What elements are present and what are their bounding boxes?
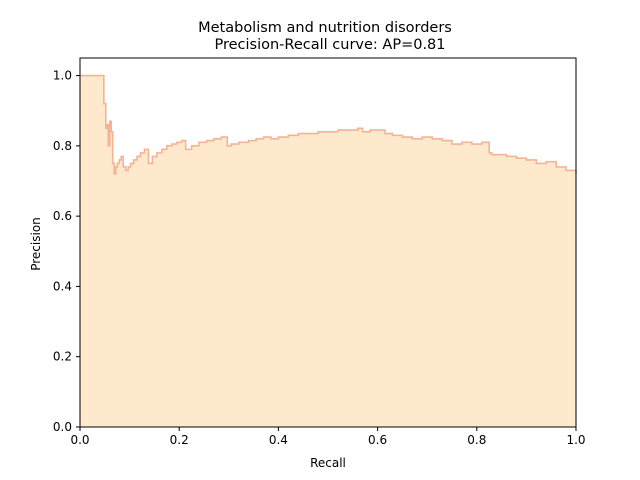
x-tick-label: 0.4 (269, 433, 288, 447)
chart-title-line-1: Metabolism and nutrition disorders (198, 20, 452, 36)
x-axis-label: Recall (310, 456, 346, 470)
y-tick-label: 0.8 (53, 139, 72, 153)
y-tick-label: 0.0 (53, 420, 72, 434)
y-tick-label: 0.4 (53, 279, 72, 293)
y-tick-label: 0.6 (53, 209, 72, 223)
plot-area (80, 74, 577, 428)
x-tick-label: 1.0 (566, 433, 585, 447)
x-tick-label: 0.0 (70, 433, 89, 447)
y-tick-label: 1.0 (53, 69, 72, 83)
axes-frame (79, 57, 577, 428)
chart-title-line-2: Precision-Recall curve: AP=0.81 (214, 37, 445, 53)
x-tick-label: 0.8 (467, 433, 486, 447)
x-tick-label: 0.2 (170, 433, 189, 447)
y-axis-label: Precision (29, 217, 43, 271)
x-tick-label: 0.6 (368, 433, 387, 447)
y-tick-label: 0.2 (53, 350, 72, 364)
y-axis-ticks: 0.0 0.2 0.4 0.6 0.8 1.0 (53, 69, 80, 434)
precision-recall-curve (80, 74, 577, 175)
precision-recall-area (80, 75, 576, 428)
x-axis-ticks: 0.0 0.2 0.4 0.6 0.8 1.0 (70, 427, 586, 447)
